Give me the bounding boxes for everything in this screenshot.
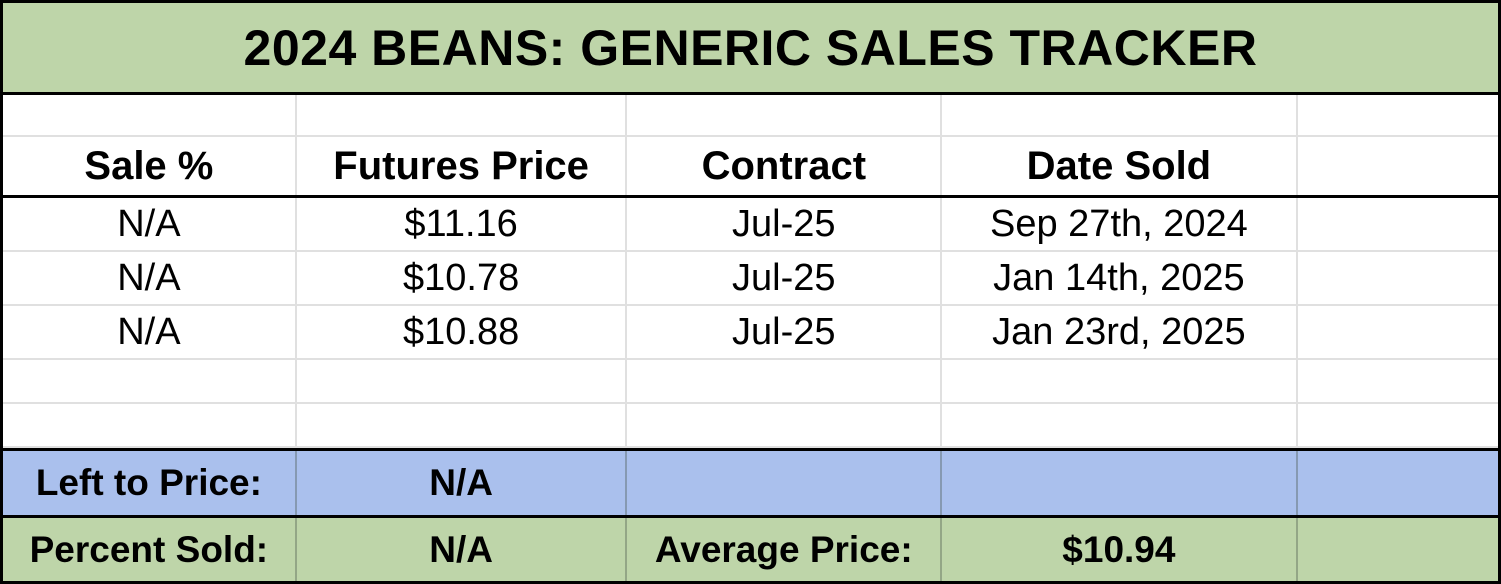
- summary-row-percent-sold: Percent Sold: N/A Average Price: $10.94: [3, 515, 1498, 581]
- cell-date-sold: Sep 27th, 2024: [942, 198, 1298, 250]
- cell-futures-price: $10.88: [297, 306, 628, 358]
- average-price-label: Average Price:: [627, 518, 943, 581]
- cell-empty: [1298, 360, 1498, 402]
- cell-empty: [942, 360, 1298, 402]
- cell-sale-percent: N/A: [3, 306, 297, 358]
- table-row-empty: [3, 360, 1498, 404]
- header-futures-price: Futures Price: [297, 137, 628, 195]
- table-title-bar: 2024 BEANS: GENERIC SALES TRACKER: [3, 3, 1498, 95]
- cell-empty: [627, 95, 943, 135]
- cell-empty: [297, 95, 628, 135]
- cell-extra: [1298, 252, 1498, 304]
- average-price-value: $10.94: [942, 518, 1298, 581]
- cell-empty: [627, 451, 943, 515]
- column-header-row: Sale % Futures Price Contract Date Sold: [3, 137, 1498, 198]
- cell-empty: [627, 404, 943, 446]
- header-sale-percent: Sale %: [3, 137, 297, 195]
- cell-empty: [627, 360, 943, 402]
- cell-empty: [3, 95, 297, 135]
- percent-sold-value: N/A: [297, 518, 628, 581]
- cell-contract: Jul-25: [627, 306, 943, 358]
- cell-empty: [1298, 518, 1498, 581]
- cell-empty: [3, 360, 297, 402]
- cell-empty: [1298, 404, 1498, 446]
- cell-date-sold: Jan 14th, 2025: [942, 252, 1298, 304]
- cell-contract: Jul-25: [627, 198, 943, 250]
- header-contract: Contract: [627, 137, 943, 195]
- cell-futures-price: $10.78: [297, 252, 628, 304]
- cell-futures-price: $11.16: [297, 198, 628, 250]
- cell-sale-percent: N/A: [3, 252, 297, 304]
- percent-sold-label: Percent Sold:: [3, 518, 297, 581]
- cell-empty: [3, 404, 297, 446]
- cell-date-sold: Jan 23rd, 2025: [942, 306, 1298, 358]
- left-to-price-label: Left to Price:: [3, 451, 297, 515]
- header-date-sold: Date Sold: [942, 137, 1298, 195]
- cell-empty: [1298, 451, 1498, 515]
- cell-empty: [942, 404, 1298, 446]
- summary-row-left-to-price: Left to Price: N/A: [3, 448, 1498, 515]
- page-title: 2024 BEANS: GENERIC SALES TRACKER: [243, 19, 1258, 76]
- spacer-row: [3, 95, 1498, 137]
- cell-extra: [1298, 306, 1498, 358]
- cell-sale-percent: N/A: [3, 198, 297, 250]
- table-row: N/A $10.78 Jul-25 Jan 14th, 2025: [3, 252, 1498, 306]
- cell-empty: [297, 360, 628, 402]
- cell-empty: [297, 404, 628, 446]
- cell-empty: [942, 95, 1298, 135]
- cell-extra: [1298, 198, 1498, 250]
- left-to-price-value: N/A: [297, 451, 628, 515]
- table-row: N/A $11.16 Jul-25 Sep 27th, 2024: [3, 198, 1498, 252]
- table-row-empty: [3, 404, 1498, 448]
- cell-empty: [942, 451, 1298, 515]
- table-row: N/A $10.88 Jul-25 Jan 23rd, 2025: [3, 306, 1498, 360]
- cell-contract: Jul-25: [627, 252, 943, 304]
- header-empty: [1298, 137, 1498, 195]
- cell-empty: [1298, 95, 1498, 135]
